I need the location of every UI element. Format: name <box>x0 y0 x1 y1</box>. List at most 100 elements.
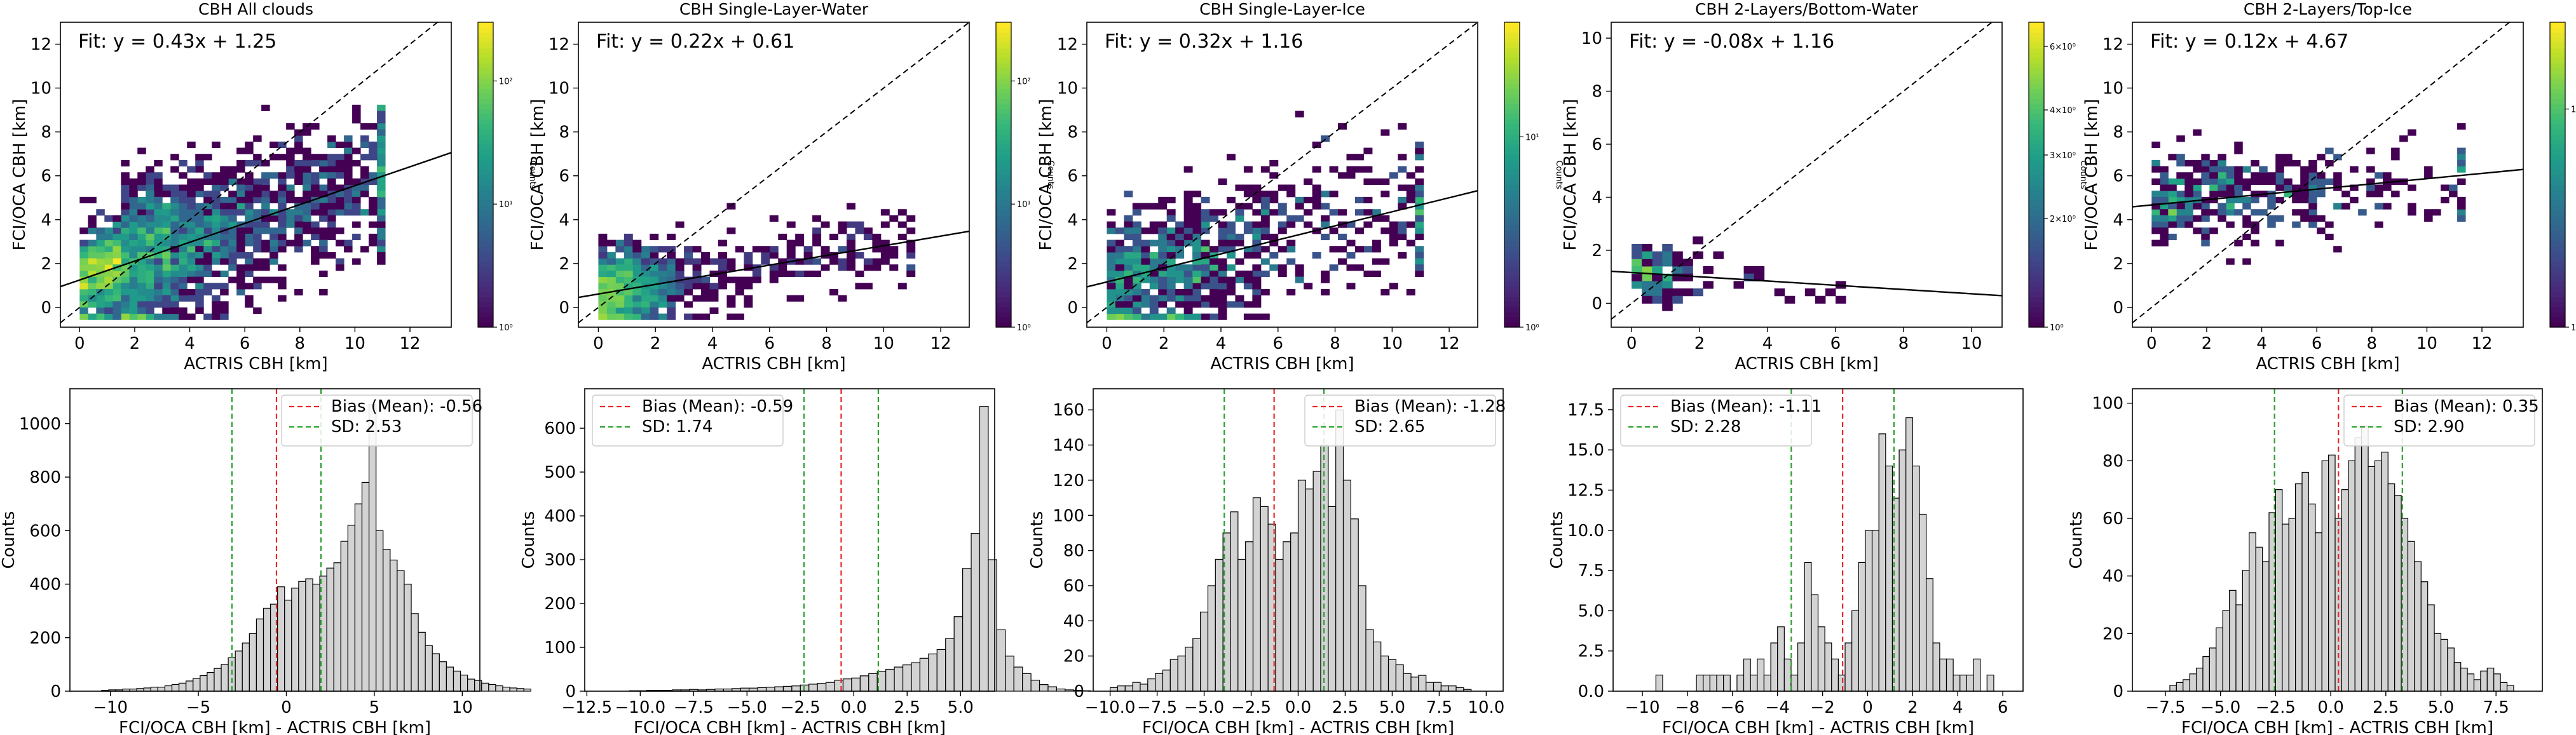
colorbar-segment <box>2029 231 2044 236</box>
density-cell <box>170 184 179 191</box>
density-cell <box>336 141 344 149</box>
density-cell <box>1278 221 1287 228</box>
density-cell <box>1124 313 1133 320</box>
y-tick-label: 0 <box>565 682 576 701</box>
density-cell <box>228 203 237 210</box>
colorbar-segment <box>1504 175 1520 180</box>
density-cell <box>253 283 262 290</box>
density-cell <box>212 221 221 228</box>
density-cell <box>377 246 386 253</box>
density-cell <box>104 288 113 296</box>
density-cell <box>2160 166 2169 173</box>
density-cell <box>2193 159 2202 167</box>
colorbar-segment <box>1504 78 1520 84</box>
density-cell <box>294 209 303 216</box>
colorbar-segment <box>1504 281 1520 287</box>
density-cell <box>658 301 667 308</box>
density-cell <box>352 191 361 198</box>
density-cell <box>1252 295 1262 302</box>
density-cell <box>170 313 179 320</box>
histogram-bar <box>1065 689 1074 692</box>
density-cell <box>344 203 353 210</box>
density-cell <box>377 111 386 118</box>
density-cell <box>1363 166 1373 173</box>
density-cell <box>1295 111 1304 118</box>
histogram-bar <box>256 618 264 692</box>
density-cell <box>726 203 736 210</box>
density-cell <box>795 239 805 246</box>
density-cell <box>650 301 659 308</box>
density-cell <box>96 258 105 265</box>
y-tick-label: 0 <box>2113 682 2123 701</box>
histogram-bar <box>2440 638 2448 692</box>
colorbar-segment <box>478 266 493 272</box>
density-cell <box>269 215 278 222</box>
y-tick-label: 500 <box>544 463 576 482</box>
density-cell <box>187 184 196 191</box>
density-cell <box>701 258 710 265</box>
density-cell <box>1243 301 1253 308</box>
density-cell <box>212 270 221 278</box>
x-tick-label: 4 <box>707 334 718 353</box>
colorbar-segment <box>2550 144 2565 150</box>
density-cell <box>615 264 625 271</box>
density-cell <box>606 295 616 302</box>
density-cell <box>261 215 270 222</box>
density-cell <box>1372 209 1381 216</box>
density-cell <box>2284 178 2293 185</box>
x-axis-label: ACTRIS CBH [km] <box>1734 354 1878 374</box>
colorbar-segment <box>2029 297 2044 302</box>
colorbar-segment <box>996 231 1011 236</box>
density-cell <box>1682 288 1693 297</box>
density-cell <box>203 191 212 198</box>
density-cell <box>245 270 254 278</box>
density-cell <box>2193 215 2202 222</box>
colorbar-segment <box>1504 93 1520 99</box>
colorbar-segment <box>2550 281 2565 287</box>
density-cell <box>203 270 212 278</box>
density-cell <box>846 233 855 241</box>
x-tick-label: 12 <box>1439 334 1460 353</box>
histogram-bar <box>171 684 180 692</box>
density-cell <box>2160 172 2169 179</box>
colorbar-segment <box>996 139 1011 145</box>
colorbar-segment <box>996 205 1011 211</box>
density-cell <box>2457 147 2466 154</box>
density-cell <box>137 301 146 308</box>
density-cell <box>2375 203 2383 210</box>
y-tick-label: 6 <box>559 167 569 186</box>
x-tick-label: 0 <box>593 334 604 353</box>
density-cell <box>170 252 179 259</box>
density-cell <box>104 283 113 290</box>
colorbar-segment <box>478 37 493 43</box>
density-cell <box>195 184 204 191</box>
density-cell <box>327 172 336 179</box>
density-cell <box>2375 184 2383 191</box>
density-cell <box>1192 283 1202 290</box>
colorbar-segment <box>996 297 1011 302</box>
colorbar-segment <box>1504 27 1520 33</box>
density-cell <box>327 209 336 216</box>
x-axis-label: ACTRIS CBH [km] <box>184 354 327 374</box>
density-cell <box>1166 288 1176 296</box>
density-cell <box>2284 191 2293 198</box>
density-cell <box>121 227 130 234</box>
density-cell <box>1372 258 1381 265</box>
density-cell <box>650 313 659 320</box>
colorbar-segment <box>996 322 1011 328</box>
x-tick-label: −2 <box>1810 698 1834 717</box>
density-cell <box>846 258 855 265</box>
density-cell <box>855 227 864 234</box>
density-cell <box>1149 221 1159 228</box>
density-cell <box>1141 270 1150 278</box>
density-cell <box>195 295 204 302</box>
histogram-bar <box>1230 511 1239 692</box>
y-tick-label: 15.0 <box>1567 441 1604 460</box>
density-cell <box>1124 221 1133 228</box>
colorbar-segment <box>2029 48 2044 53</box>
density-cell <box>170 264 179 271</box>
density-cell <box>146 184 154 191</box>
density-cell <box>2251 209 2259 216</box>
